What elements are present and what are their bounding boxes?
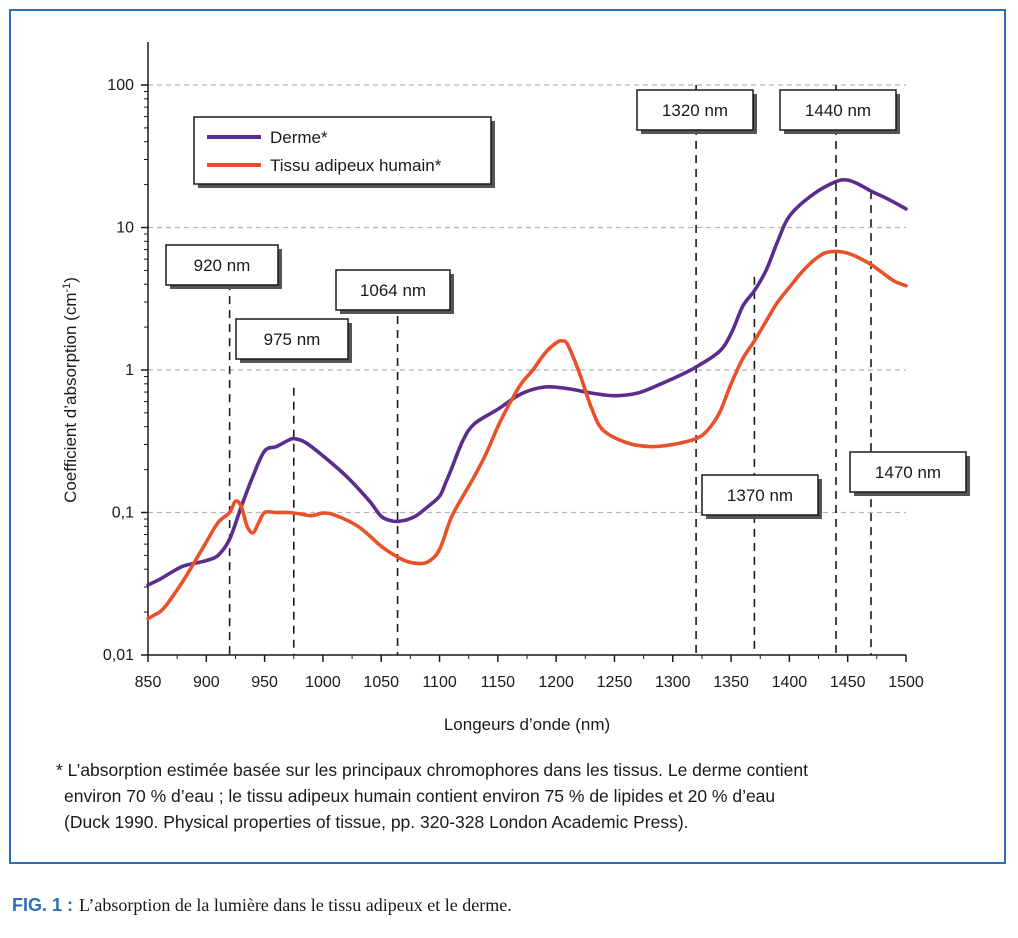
y-tick-label: 100 [107,77,134,94]
axes: 0,01 0,1 1 10 100 850 900 950 1000 1050 1100 1150 12… [103,42,924,691]
y-axis-title-main: Coefficient d’absorption (cm [61,293,80,503]
x-tick-label: 1100 [422,674,457,691]
callout-box [849,451,967,493]
callout-box [636,89,754,131]
callout-box [701,474,819,516]
y-axis-title: Coefficient d’absorption (cm-1) [61,277,80,503]
series-line-derme [146,177,908,587]
figure-caption-text: L’absorption de la lumière dans le tissu… [79,895,512,915]
x-tick-label: 1500 [888,674,924,691]
x-tick-label: 1450 [830,674,866,691]
y-tick-label: 0,01 [103,647,134,664]
marker-label: 920 nm [194,256,251,275]
marker-label: 1440 nm [805,101,871,120]
y-tick-label: 0,1 [112,505,134,522]
legend-box [193,116,492,185]
data-series [146,177,908,621]
x-tick-label: 900 [193,674,220,691]
x-tick-label: 1300 [655,674,691,691]
legend: Derme* Tissu adipeux humain* [193,116,495,188]
figure-caption: FIG. 1 : L’absorption de la lumière dans … [12,895,512,916]
callout-box [779,89,897,131]
marker-label: 1320 nm [662,101,728,120]
x-tick-label: 850 [135,674,162,691]
y-axis-title-unit-exponent: -1 [61,283,73,293]
marker-label: 1064 nm [360,281,426,300]
y-tick-label: 1 [125,362,134,379]
x-tick-label: 1150 [481,674,516,691]
x-tick-label: 1350 [713,674,749,691]
legend-label: Tissu adipeux humain* [270,156,442,175]
x-tick-label: 1400 [772,674,808,691]
x-tick-label: 1000 [305,674,341,691]
absorption-chart: 0,01 0,1 1 10 100 850 900 950 1000 1050 1100 1150 12… [61,42,970,734]
footnote-line-3: (Duck 1990. Physical properties of tissu… [64,812,689,832]
footnote: * L’absorption estimée basée sur les pri… [56,757,976,835]
footnote-line-2: environ 70 % d’eau ; le tissu adipeux hu… [64,786,776,806]
series-line-tissu-adipeux [146,249,908,621]
wavelength-markers [228,85,872,655]
callout-box [235,318,349,360]
y-tick-label: 10 [116,220,134,237]
marker-label: 1370 nm [727,486,793,505]
figure-frame [9,9,1006,864]
footnote-line-1: * L’absorption estimée basée sur les pri… [56,760,808,780]
marker-label: 975 nm [264,330,321,349]
callout-box [335,269,451,311]
legend-label: Derme* [270,128,328,147]
x-tick-label: 1200 [538,674,574,691]
y-axis-title-close: ) [61,277,80,283]
x-tick-label: 950 [251,674,278,691]
x-tick-label: 1050 [363,674,399,691]
marker-callouts: 920 nm 975 nm 1064 nm 1320 nm 1370 nm 1440 nm… [165,89,970,519]
x-axis-title: Longeurs d’onde (nm) [444,715,610,734]
callout-box [165,244,279,286]
x-tick-label: 1250 [597,674,633,691]
figure-caption-label: FIG. 1 : [12,895,74,915]
marker-label: 1470 nm [875,463,941,482]
